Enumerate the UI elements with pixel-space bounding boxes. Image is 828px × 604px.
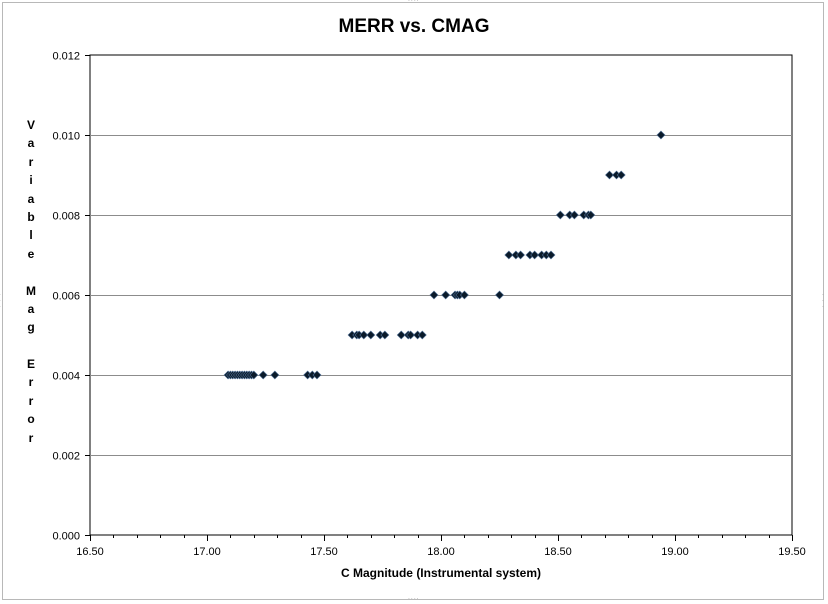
data-point (258, 370, 268, 380)
y-axis-title-letter: g (27, 320, 35, 335)
y-axis-title-letter: i (29, 173, 33, 188)
x-tick-label: 17.50 (310, 546, 338, 558)
x-tick-label: 19.00 (661, 546, 689, 558)
y-axis-title-letter: r (28, 375, 34, 390)
y-tick-label: 0.010 (52, 131, 80, 143)
x-tick-label: 17.00 (193, 546, 221, 558)
data-point (380, 330, 390, 340)
x-tick-label: 18.00 (427, 546, 455, 558)
data-point (530, 250, 540, 260)
y-axis-title-letter: r (28, 430, 34, 445)
data-point (396, 330, 406, 340)
data-point (429, 290, 439, 300)
y-axis-title-letter: M (26, 283, 36, 298)
y-tick-label: 0.000 (52, 531, 80, 543)
data-point (586, 210, 596, 220)
resize-handle-right[interactable]: · · · (822, 292, 825, 311)
data-point (504, 250, 514, 260)
y-axis-title-letter: o (27, 412, 35, 427)
y-tick-label: 0.008 (52, 211, 80, 223)
data-point (459, 290, 469, 300)
data-point (569, 210, 579, 220)
data-point (656, 130, 666, 140)
data-point (616, 170, 626, 180)
y-axis-title-letter: a (27, 191, 35, 206)
y-tick-label: 0.002 (52, 451, 80, 463)
data-point (249, 370, 259, 380)
y-axis-title-letter: a (27, 301, 35, 316)
x-tick-label: 16.50 (76, 546, 104, 558)
data-point (441, 290, 451, 300)
resize-handle-left[interactable]: ··· (0, 293, 3, 311)
resize-handle-top[interactable]: ···· (408, 0, 420, 5)
y-tick-label: 0.004 (52, 371, 80, 383)
data-point (605, 170, 614, 180)
data-point (516, 250, 525, 260)
y-tick-label: 0.006 (52, 291, 80, 303)
data-point (270, 370, 280, 380)
y-axis-title-letter: r (28, 154, 34, 169)
y-axis-title-letter: V (26, 118, 35, 132)
data-point (417, 330, 427, 340)
y-tick-label: 0.012 (52, 51, 80, 63)
data-point (366, 330, 376, 340)
x-axis-title: C Magnitude (Instrumental system) (340, 566, 542, 580)
y-axis-title-letter: r (28, 393, 34, 408)
y-axis-title-letter: e (27, 246, 35, 261)
chart-title: MERR vs. CMAG (338, 16, 490, 37)
x-tick-label: 19.50 (778, 546, 806, 558)
data-point (312, 370, 322, 380)
resize-handle-bottom[interactable]: ···· (408, 596, 420, 603)
y-axis-title-letter: E (26, 357, 35, 372)
y-axis-title-letter: b (27, 209, 35, 224)
data-point (546, 250, 556, 260)
data-point (406, 330, 416, 340)
x-tick-label: 18.50 (544, 546, 572, 558)
data-point (359, 330, 369, 340)
data-point (555, 210, 565, 220)
data-point (495, 290, 504, 300)
y-axis-title-letter: l (29, 228, 33, 243)
y-axis-title-letter: a (27, 136, 35, 151)
